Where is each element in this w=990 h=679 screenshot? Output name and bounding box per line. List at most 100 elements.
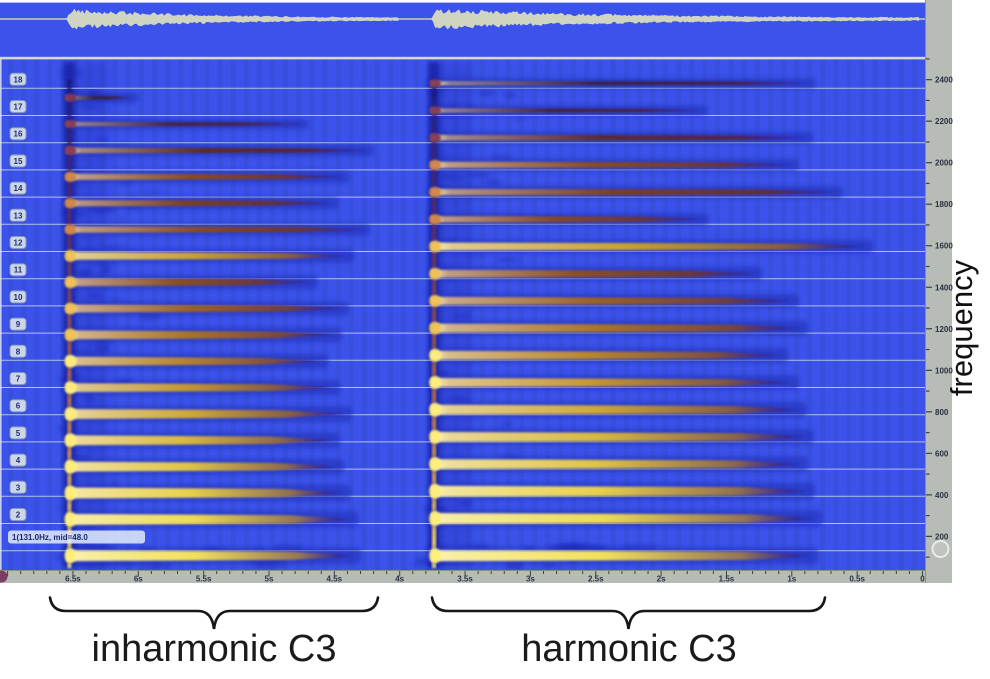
track-core (66, 550, 352, 562)
partial-badge[interactable]: 2 (9, 508, 27, 521)
badge-number: 13 (14, 211, 23, 220)
partial-badge[interactable]: 6 (9, 399, 27, 413)
partial-badge[interactable]: 12 (9, 236, 27, 249)
partial-badge[interactable]: 8 (9, 344, 27, 358)
partial-track[interactable] (429, 375, 819, 390)
attack-blob (429, 267, 442, 280)
badge-background (9, 290, 27, 304)
track-core (431, 296, 790, 305)
partial-track[interactable] (429, 293, 821, 308)
frequency-ruler-background (925, 0, 952, 583)
freq-tick-label: 1600 (935, 242, 953, 251)
partial-badge[interactable]: 7 (9, 372, 27, 385)
partial-track[interactable] (64, 118, 395, 130)
partial-track[interactable] (429, 401, 827, 418)
track-core (66, 304, 340, 313)
partial-track[interactable] (64, 547, 378, 565)
track-core (431, 81, 807, 86)
attack-blob (64, 276, 77, 289)
partial-badge[interactable]: 10 (9, 290, 27, 304)
attack-blob (64, 249, 77, 262)
partial-track[interactable] (429, 456, 827, 473)
freq-tick-label: 2000 (935, 159, 953, 168)
badge-number: 15 (14, 157, 23, 166)
partial-track[interactable] (429, 547, 836, 565)
partial-track[interactable] (64, 248, 377, 263)
partial-track[interactable] (64, 275, 340, 290)
partial-track[interactable] (64, 223, 393, 236)
attack-blob (429, 240, 442, 253)
attack-blob (64, 119, 77, 129)
attack-blob (429, 106, 442, 115)
track-core (66, 95, 130, 100)
partial-badge[interactable]: 13 (9, 208, 27, 222)
track-core (66, 356, 319, 366)
partial-track[interactable] (429, 510, 840, 527)
badge-background (9, 344, 27, 358)
attack-blob (64, 354, 77, 368)
partial-track[interactable] (64, 510, 376, 528)
partial-badge[interactable]: 5 (9, 426, 27, 440)
partial-track[interactable] (64, 432, 359, 449)
frequency-axis-title: frequency (944, 259, 979, 396)
partial-track[interactable] (429, 428, 833, 445)
partial-badge[interactable]: 9 (9, 317, 27, 331)
partial-track[interactable] (64, 92, 330, 103)
partial-badge[interactable]: 11 (9, 263, 27, 277)
partial-track[interactable] (64, 380, 360, 396)
partial-badge[interactable]: 15 (9, 154, 27, 168)
attack-blob (64, 548, 77, 564)
partial-track[interactable] (429, 239, 896, 254)
track-core (431, 378, 790, 387)
partial-track[interactable] (64, 353, 349, 369)
partial-badge[interactable]: 16 (9, 127, 27, 141)
waveform-overview[interactable] (0, 2, 925, 58)
partial-track[interactable] (64, 301, 371, 316)
partial-track[interactable] (64, 196, 425, 210)
partial-track[interactable] (429, 105, 733, 116)
partial-track[interactable] (429, 158, 823, 172)
partial-track[interactable] (64, 327, 363, 343)
partial-track[interactable] (429, 266, 785, 281)
badge-background (9, 508, 27, 521)
partial-badge[interactable]: 17 (9, 100, 27, 113)
partial-track[interactable] (429, 185, 867, 199)
track-core (66, 251, 345, 260)
partial-badge[interactable]: 4 (9, 453, 27, 467)
partial-track[interactable] (64, 170, 435, 183)
partial-track[interactable] (64, 405, 372, 422)
freq-tick-label: 1400 (935, 283, 953, 292)
waveform-burst (66, 8, 399, 30)
partial-badge[interactable]: 18 (9, 72, 27, 86)
tooltip-text: 1(131.0Hz, mid=48.0 (12, 533, 88, 542)
track-core (431, 459, 799, 470)
partial-track[interactable] (429, 213, 732, 226)
badge-background (9, 72, 27, 86)
track-core (66, 278, 309, 287)
partial-track[interactable] (429, 482, 833, 500)
badge-background (9, 181, 27, 195)
attack-blob (64, 224, 77, 235)
time-tick-label: 3s (526, 575, 535, 584)
badge-number: 8 (16, 347, 21, 356)
partial-track[interactable] (64, 458, 363, 475)
track-core (431, 161, 790, 169)
partial-track[interactable] (64, 484, 369, 502)
attack-blob (429, 429, 442, 444)
spectrogram-display[interactable]: 18 17 16 15 14 13 12 11 10 9 8 7 6 5 4 3 2 1(131.0Hz, mi… (0, 0, 925, 570)
freq-tick-label: 1800 (935, 200, 953, 209)
scroll-handle-icon[interactable] (931, 540, 950, 558)
scrollbar-thumb[interactable] (0, 570, 8, 583)
partial-track[interactable] (429, 131, 838, 144)
badge-number: 9 (16, 320, 21, 329)
partial-track[interactable] (429, 78, 842, 89)
partial-track[interactable] (429, 320, 829, 336)
badge-number: 10 (14, 293, 23, 302)
badge-number: 11 (14, 266, 23, 275)
time-ruler-background (0, 570, 925, 583)
partial-track[interactable] (64, 144, 460, 157)
partial-badge[interactable]: 3 (9, 480, 27, 494)
partial-badge[interactable]: 14 (9, 181, 27, 195)
partial-track[interactable] (429, 347, 809, 363)
